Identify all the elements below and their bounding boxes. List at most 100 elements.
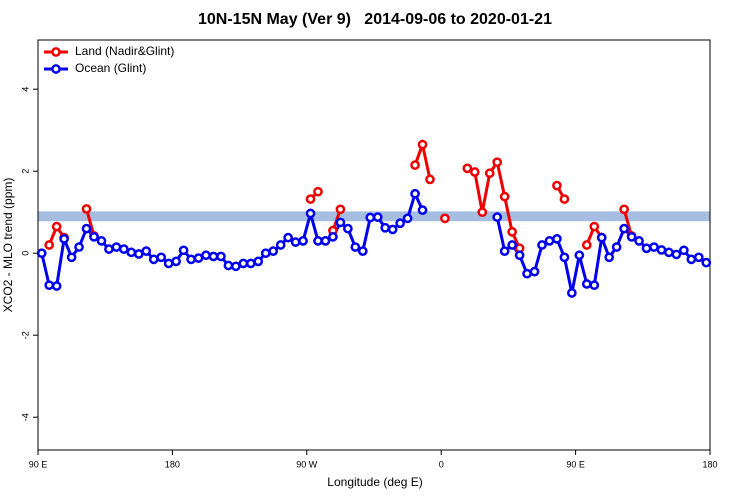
data-point (119, 244, 129, 254)
data-point (619, 204, 629, 215)
data-point (283, 232, 293, 243)
data-point (81, 223, 92, 234)
data-point (619, 223, 629, 234)
data-point (611, 242, 622, 252)
data-point (44, 240, 55, 250)
legend-label: Land (Nadir&Glint) (75, 44, 174, 58)
data-point (507, 227, 517, 237)
data-point (193, 253, 204, 263)
data-point (320, 236, 331, 246)
data-point (417, 139, 428, 150)
data-point (686, 254, 697, 265)
data-point (559, 194, 570, 204)
data-point (664, 247, 674, 258)
data-point (402, 213, 413, 224)
data-point (499, 191, 510, 202)
data-point (245, 258, 256, 269)
data-point (514, 250, 525, 261)
data-point (36, 248, 47, 259)
data-point (133, 249, 144, 259)
data-point (693, 252, 704, 263)
data-point (552, 180, 562, 191)
data-point (171, 256, 181, 267)
data-point (425, 174, 435, 185)
data-point (679, 245, 689, 256)
data-point (201, 250, 211, 261)
x-tick-label: 90 W (296, 459, 318, 469)
data-point (596, 232, 607, 243)
data-point (537, 240, 547, 250)
data-point (559, 252, 570, 263)
data-point (552, 234, 562, 244)
data-point (410, 160, 420, 170)
data-point (634, 236, 644, 246)
series-line (40, 189, 708, 294)
data-point (44, 280, 55, 291)
data-point (477, 207, 488, 218)
data-point (499, 246, 510, 256)
data-point (141, 246, 152, 256)
data-point (305, 208, 316, 219)
data-point (126, 247, 137, 258)
data-point (365, 212, 376, 223)
data-point (589, 280, 600, 291)
data-point (51, 221, 62, 232)
data-point (492, 212, 503, 222)
data-point (387, 224, 398, 235)
data-point (440, 213, 450, 224)
legend-marker (51, 64, 61, 74)
data-point (81, 204, 92, 214)
data-point (544, 236, 555, 246)
x-tick-label: 180 (165, 459, 180, 469)
plot-frame (37, 39, 711, 451)
data-point (216, 251, 226, 262)
data-point (343, 223, 353, 234)
data-point (357, 246, 368, 256)
data-point (574, 250, 585, 261)
data-point (372, 212, 383, 222)
data-point (529, 266, 540, 277)
data-point (395, 218, 405, 229)
data-point (335, 217, 346, 228)
data-point (484, 168, 495, 179)
data-point (111, 242, 122, 252)
chart-title: 10N-15N May (Ver 9) 2014-09-06 to 2020-0… (198, 11, 552, 28)
data-point (328, 231, 338, 242)
data-point (641, 243, 652, 254)
data-point (178, 245, 189, 256)
data-point (335, 204, 346, 215)
data-point (104, 244, 114, 254)
data-point (253, 256, 264, 267)
data-point (186, 254, 196, 265)
data-point (507, 240, 517, 250)
data-point (96, 236, 107, 246)
x-tick-label: 180 (702, 459, 717, 469)
data-point (148, 254, 159, 265)
legend-label: Ocean (Glint) (75, 61, 146, 75)
data-point (313, 236, 323, 246)
x-tick-label: 90 E (566, 459, 585, 469)
data-point (581, 279, 592, 289)
y-tick-label: 4 (20, 87, 30, 92)
data-point (156, 252, 167, 263)
data-point (469, 167, 480, 177)
data-point (567, 288, 577, 298)
y-tick-label: 2 (20, 169, 30, 174)
data-point (492, 157, 503, 168)
data-point (589, 221, 600, 232)
data-point (522, 268, 532, 279)
x-tick-label: 0 (439, 459, 444, 469)
y-tick-label: -4 (20, 413, 30, 421)
data-point (350, 242, 361, 252)
data-point (51, 281, 62, 291)
data-point (223, 260, 234, 271)
data-point (268, 246, 279, 256)
data-point (238, 258, 249, 269)
y-tick-label: -2 (20, 331, 30, 339)
data-point (89, 231, 99, 242)
data-point (417, 205, 428, 215)
data-point (305, 194, 316, 204)
y-axis-label: XCO2 - MLO trend (ppm) (1, 178, 15, 313)
data-point (163, 258, 174, 269)
